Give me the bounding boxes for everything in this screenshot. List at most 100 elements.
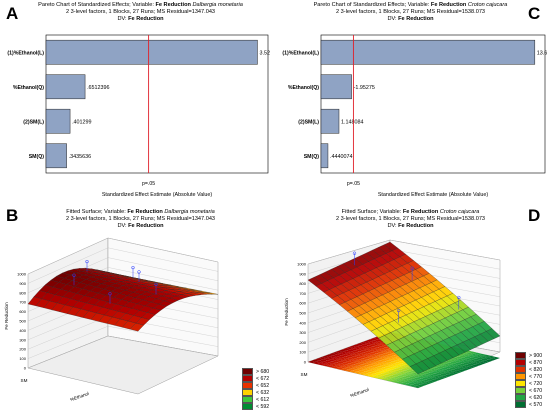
legend-label: < 592 xyxy=(256,403,270,410)
contour-cell xyxy=(474,363,483,366)
contour-cell xyxy=(397,377,406,381)
contour-cell xyxy=(354,349,363,352)
contour-cell xyxy=(370,365,379,368)
contour-cell xyxy=(362,357,371,360)
contour-cell xyxy=(328,361,337,364)
contour-cell xyxy=(335,367,344,370)
contour-cell xyxy=(385,354,394,357)
contour-cell xyxy=(474,354,483,358)
contour-cell xyxy=(311,359,320,362)
z-tick-label: 900 xyxy=(299,271,306,276)
contour-cell xyxy=(478,353,487,356)
contour-cell xyxy=(452,357,460,361)
contour-cell xyxy=(352,361,361,364)
contour-cell xyxy=(381,361,390,364)
contour-cell xyxy=(383,366,392,369)
contour-cell xyxy=(429,368,438,372)
contour-cell xyxy=(382,363,391,367)
contour-cell xyxy=(468,357,476,360)
contour-cell xyxy=(406,371,415,374)
legend-item: < 820 xyxy=(515,366,542,373)
legend-swatch xyxy=(515,394,526,401)
contour-cell xyxy=(433,369,442,373)
contour-cell xyxy=(335,350,344,354)
contour-cell xyxy=(373,370,382,373)
contour-cell xyxy=(381,378,390,381)
contour-cell xyxy=(411,372,419,376)
contour-cell xyxy=(480,358,489,361)
contour-cell xyxy=(325,362,334,366)
contour-cell xyxy=(412,383,421,386)
contour-cell xyxy=(344,369,353,372)
contour-cell xyxy=(338,349,347,352)
contour-cell xyxy=(383,349,392,353)
contour-cell xyxy=(392,376,401,379)
z-tick-label: 300 xyxy=(19,337,26,342)
z-tick-label: 200 xyxy=(299,340,306,345)
contour-cell xyxy=(369,371,378,374)
contour-cell xyxy=(374,339,383,342)
contour-cell xyxy=(462,354,471,357)
contour-cell xyxy=(375,358,384,361)
contour-cell xyxy=(409,370,418,373)
legend-swatch xyxy=(242,403,253,410)
header-d-line1: Fitted Surface; Variable: Fe Reduction C… xyxy=(341,209,480,215)
contour-cell xyxy=(456,358,465,362)
contour-cell xyxy=(353,346,362,350)
header-a-line2: 2 3-level factors, 1 Blocks, 27 Runs; MS… xyxy=(65,9,216,16)
ref-label: p=.05 xyxy=(142,181,155,187)
contour-cell xyxy=(314,358,323,361)
contour-cell xyxy=(477,359,486,362)
contour-cell xyxy=(381,353,390,356)
contour-cell xyxy=(384,376,393,380)
contour-cell xyxy=(394,364,403,368)
z-tick-label: 700 xyxy=(299,291,306,296)
contour-cell xyxy=(472,358,481,361)
legend-item: > 900 xyxy=(515,352,542,359)
contour-cell xyxy=(412,375,421,378)
contour-cell xyxy=(421,377,430,380)
contour-cell xyxy=(359,366,368,370)
contour-cell xyxy=(383,358,392,361)
contour-cell xyxy=(404,367,413,370)
contour-cell xyxy=(386,356,395,360)
bar-value-label: .3435636 xyxy=(69,154,91,160)
contour-cell xyxy=(350,356,359,359)
legend-item: > 680 xyxy=(242,368,269,375)
contour-cell xyxy=(367,350,376,353)
contour-cell xyxy=(454,370,463,373)
contour-cell xyxy=(464,366,473,370)
contour-cell xyxy=(395,373,403,376)
contour-cell xyxy=(360,352,369,355)
legend-item: < 632 xyxy=(242,389,269,396)
contour-cell xyxy=(358,364,367,367)
contour-cell xyxy=(393,370,402,374)
z-tick-label: 0 xyxy=(304,360,307,365)
gridline xyxy=(107,247,219,272)
contour-cell xyxy=(408,376,417,379)
observed-point xyxy=(154,282,158,287)
contour-cell xyxy=(363,343,372,346)
contour-cell xyxy=(357,370,366,373)
gridline xyxy=(107,326,219,347)
z-axis-label: Fe Reduction xyxy=(284,298,289,326)
contour-cell xyxy=(371,373,379,376)
contour-cell xyxy=(362,349,371,352)
contour-cell xyxy=(414,379,423,383)
contour-cell xyxy=(349,354,358,357)
contour-cell xyxy=(416,376,425,379)
contour-cell xyxy=(366,364,375,367)
contour-cell xyxy=(312,361,321,365)
contour-cell xyxy=(447,373,456,376)
header-c: Pareto Chart of Standardized Effects; Va… xyxy=(278,2,543,24)
contour-cell xyxy=(392,368,401,371)
contour-cell xyxy=(346,349,355,352)
effect-bar xyxy=(320,143,329,169)
contour-cell xyxy=(343,358,352,362)
contour-cell xyxy=(455,364,464,368)
contour-cell xyxy=(473,360,482,364)
contour-cell xyxy=(385,370,394,374)
contour-cell xyxy=(330,366,339,369)
contour-cell xyxy=(373,353,382,356)
category-label: (1)%Ethanol(L) xyxy=(282,50,319,56)
